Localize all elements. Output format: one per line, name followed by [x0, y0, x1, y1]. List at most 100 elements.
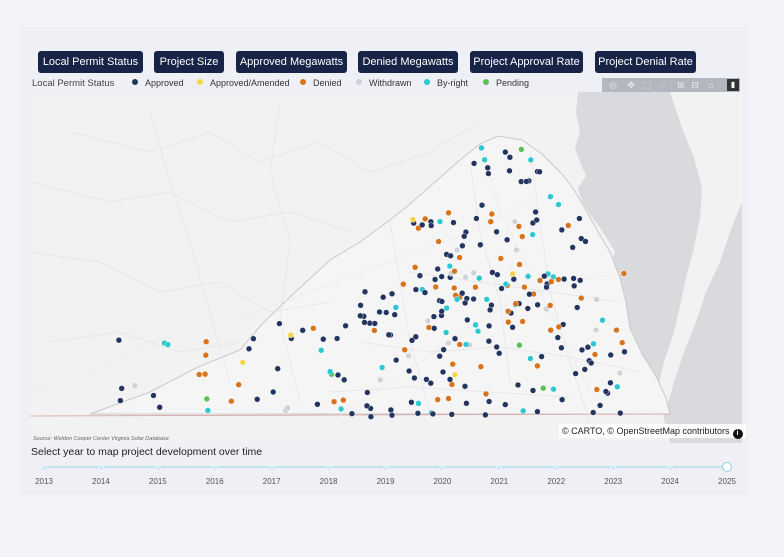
project-marker[interactable] [462, 299, 469, 307]
project-marker[interactable] [505, 308, 512, 315]
project-approval-rate-button[interactable]: Project Approval Rate [470, 51, 583, 73]
project-marker[interactable] [461, 233, 468, 240]
slider-tick[interactable] [667, 465, 674, 471]
project-marker[interactable] [443, 305, 450, 312]
project-marker[interactable] [519, 318, 526, 325]
project-marker[interactable] [357, 302, 364, 309]
project-marker[interactable] [554, 334, 561, 341]
local-permit-status-button[interactable]: Local Permit Status [38, 51, 143, 73]
project-marker[interactable] [470, 295, 477, 303]
project-marker[interactable] [478, 144, 485, 152]
zoom-in-icon[interactable]: ⊞ [677, 80, 685, 90]
project-marker[interactable] [529, 387, 537, 394]
project-marker[interactable] [569, 244, 576, 251]
project-marker[interactable] [464, 316, 471, 324]
project-marker[interactable] [525, 273, 532, 280]
project-marker[interactable] [451, 371, 459, 378]
project-marker[interactable] [511, 218, 519, 225]
project-marker[interactable] [588, 359, 595, 367]
project-marker[interactable] [463, 341, 470, 348]
home-icon[interactable]: ⌂ [708, 80, 714, 90]
project-marker[interactable] [470, 269, 477, 276]
project-marker[interactable] [534, 408, 541, 415]
project-marker[interactable] [387, 406, 395, 414]
project-marker[interactable] [429, 410, 437, 418]
project-marker[interactable] [482, 411, 489, 419]
box-select-icon[interactable]: ⬚ [642, 80, 652, 90]
project-marker[interactable] [486, 398, 493, 405]
project-marker[interactable] [534, 301, 541, 308]
project-marker[interactable] [494, 271, 501, 278]
project-marker[interactable] [341, 376, 348, 383]
project-marker[interactable] [445, 339, 452, 347]
project-marker[interactable] [459, 290, 466, 297]
project-marker[interactable] [582, 238, 589, 245]
project-marker[interactable] [367, 413, 375, 420]
project-marker[interactable] [422, 215, 429, 223]
project-marker[interactable] [448, 411, 455, 418]
project-marker[interactable] [532, 208, 539, 216]
project-marker[interactable] [393, 357, 400, 364]
project-marker[interactable] [391, 311, 398, 318]
project-marker[interactable] [423, 376, 430, 383]
project-marker[interactable] [385, 331, 392, 338]
project-marker[interactable] [451, 284, 458, 292]
project-marker[interactable] [527, 156, 534, 164]
project-marker[interactable] [593, 296, 600, 303]
project-marker[interactable] [502, 281, 510, 288]
project-marker[interactable] [471, 160, 478, 167]
project-marker[interactable] [473, 215, 480, 222]
year-slider[interactable] [41, 462, 732, 472]
project-marker[interactable] [435, 238, 442, 245]
project-marker[interactable] [438, 273, 445, 280]
project-marker[interactable] [509, 270, 516, 278]
project-marker[interactable] [371, 327, 378, 334]
slider-tick[interactable] [41, 465, 47, 471]
project-marker[interactable] [447, 252, 454, 259]
project-marker[interactable] [450, 219, 457, 226]
approved-megawatts-button[interactable]: Approved Megawatts [236, 51, 347, 73]
project-marker[interactable] [434, 265, 441, 273]
project-marker[interactable] [518, 178, 525, 185]
project-marker[interactable] [202, 371, 209, 378]
project-marker[interactable] [409, 216, 417, 223]
project-marker[interactable] [529, 231, 536, 238]
project-marker[interactable] [456, 341, 463, 348]
project-marker[interactable] [541, 273, 548, 280]
project-marker[interactable] [421, 289, 429, 296]
legend-item-by-right[interactable]: By-right [424, 78, 468, 88]
lasso-icon[interactable]: ◌ [659, 80, 665, 90]
project-marker[interactable] [521, 284, 528, 291]
project-marker[interactable] [348, 410, 356, 417]
project-marker[interactable] [577, 277, 584, 284]
project-marker[interactable] [519, 233, 526, 240]
project-marker[interactable] [428, 222, 435, 229]
project-marker[interactable] [287, 331, 294, 339]
project-marker[interactable] [299, 327, 306, 334]
project-marker[interactable] [406, 367, 413, 375]
project-marker[interactable] [245, 345, 253, 352]
project-marker[interactable] [361, 288, 369, 295]
project-marker[interactable] [392, 304, 399, 311]
project-marker[interactable] [592, 326, 600, 334]
project-marker[interactable] [484, 164, 491, 171]
project-marker[interactable] [574, 304, 581, 311]
project-marker[interactable] [576, 215, 583, 222]
project-marker[interactable] [459, 242, 466, 249]
slider-tick[interactable] [211, 465, 218, 471]
slider-tick[interactable] [553, 465, 560, 471]
project-marker[interactable] [505, 319, 512, 326]
project-marker[interactable] [477, 241, 484, 248]
project-marker[interactable] [533, 216, 540, 224]
project-marker[interactable] [593, 386, 600, 393]
slider-tick[interactable] [154, 465, 161, 471]
project-marker[interactable] [616, 369, 624, 377]
project-marker[interactable] [486, 322, 493, 330]
project-marker[interactable] [590, 340, 597, 347]
project-marker[interactable] [578, 295, 585, 302]
project-marker[interactable] [131, 382, 139, 389]
project-marker[interactable] [436, 353, 443, 360]
project-marker[interactable] [555, 323, 562, 331]
project-marker[interactable] [334, 371, 342, 379]
project-marker[interactable] [408, 399, 415, 406]
